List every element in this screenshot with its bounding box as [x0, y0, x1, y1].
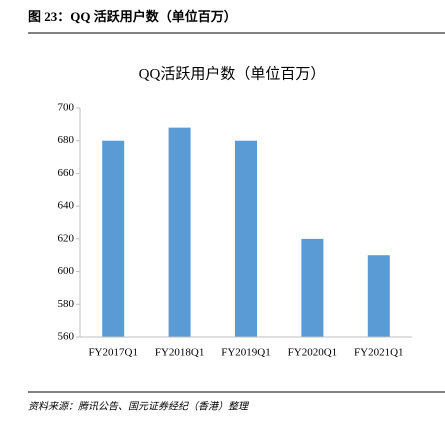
- x-tick-label: FY2020Q1: [288, 347, 338, 359]
- bar: [235, 140, 257, 337]
- y-tick-label: 700: [58, 102, 75, 114]
- y-tick-label: 560: [58, 331, 75, 343]
- bar: [367, 255, 390, 337]
- source-note: 资料来源：腾讯公告、国元证券经纪（香港）整理: [28, 400, 250, 412]
- bar: [301, 238, 324, 337]
- x-tick-label: FY2019Q1: [221, 347, 271, 359]
- x-tick-label: FY2018Q1: [155, 347, 205, 359]
- x-tick-label: FY2021Q1: [354, 347, 404, 359]
- chart-title: QQ活跃用户数（单位百万）: [139, 65, 326, 82]
- y-tick-label: 680: [58, 134, 75, 146]
- bar: [168, 127, 191, 337]
- y-tick-label: 580: [58, 298, 75, 310]
- y-tick-label: 640: [58, 200, 75, 212]
- bar: [102, 140, 125, 337]
- y-tick-label: 600: [58, 265, 75, 277]
- figure-header: 图 23：QQ 活跃用户数（单位百万）: [28, 9, 237, 24]
- y-tick-label: 620: [58, 232, 75, 244]
- x-tick-label: FY2017Q1: [88, 347, 138, 359]
- y-tick-label: 660: [58, 167, 75, 179]
